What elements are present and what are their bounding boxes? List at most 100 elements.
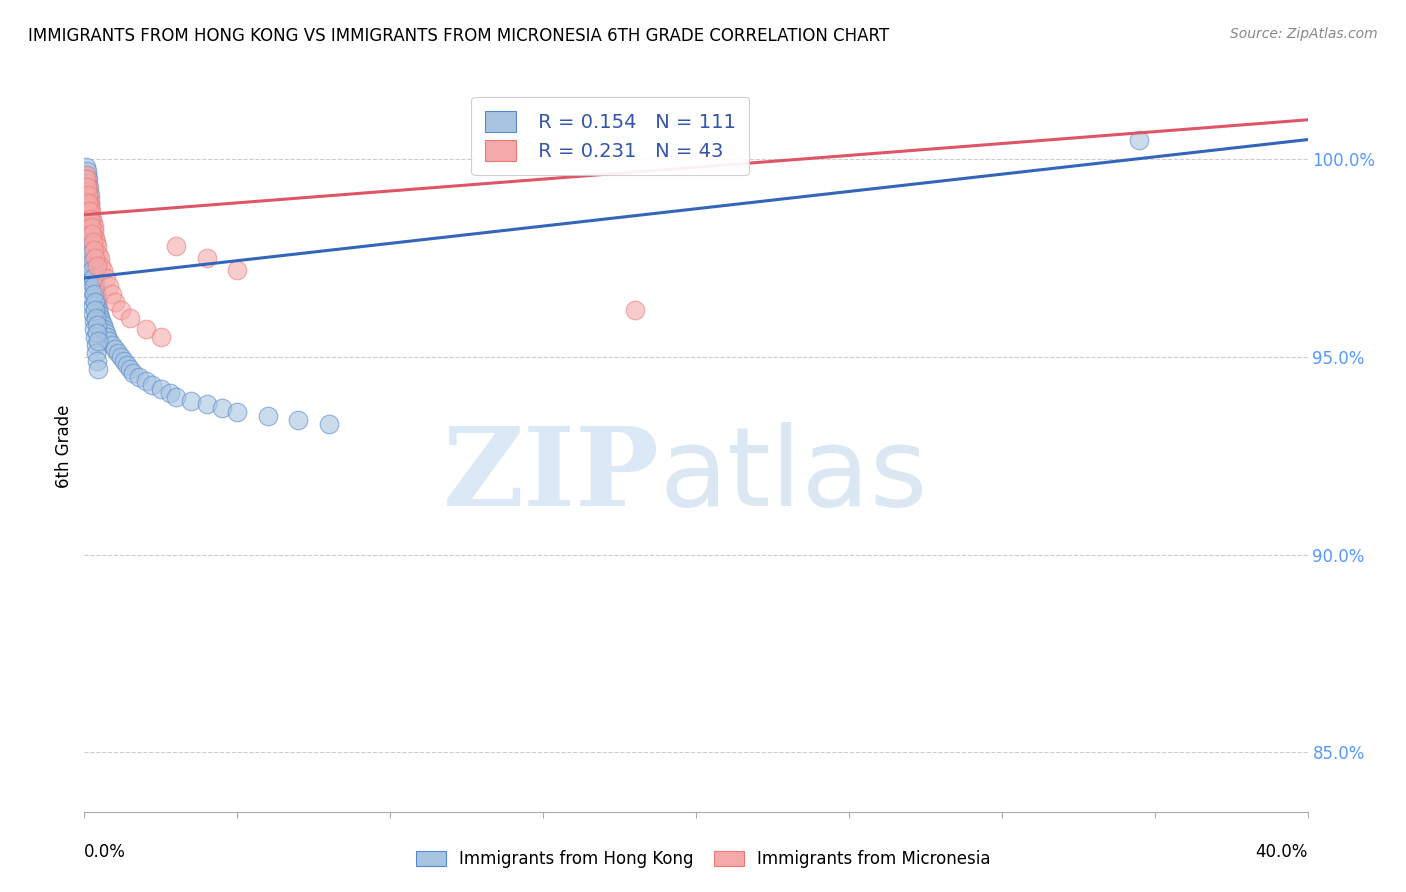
Point	[135, 374, 157, 388]
Point	[83, 275, 105, 289]
Point	[77, 184, 100, 198]
Point	[75, 161, 97, 175]
Point	[83, 259, 105, 273]
Point	[96, 330, 118, 344]
Point	[104, 294, 127, 309]
Point	[226, 405, 249, 419]
Point	[77, 208, 100, 222]
Point	[82, 251, 104, 265]
Point	[77, 192, 100, 206]
Point	[91, 318, 114, 333]
Point	[80, 235, 103, 250]
Point	[115, 358, 138, 372]
Point	[77, 188, 100, 202]
Point	[79, 211, 101, 226]
Point	[97, 278, 120, 293]
Point	[79, 211, 101, 226]
Point	[84, 251, 107, 265]
Point	[1128, 132, 1150, 146]
Point	[80, 211, 103, 226]
Point	[83, 267, 105, 281]
Point	[83, 322, 105, 336]
Point	[80, 255, 103, 269]
Point	[76, 180, 98, 194]
Point	[76, 188, 98, 202]
Point	[84, 291, 107, 305]
Point	[83, 294, 105, 309]
Point	[83, 263, 105, 277]
Point	[84, 330, 107, 344]
Point	[112, 354, 135, 368]
Point	[149, 330, 172, 344]
Point	[82, 244, 104, 258]
Point	[77, 223, 100, 237]
Point	[80, 283, 103, 297]
Point	[79, 208, 101, 222]
Point	[93, 322, 115, 336]
Point	[87, 307, 110, 321]
Point	[101, 286, 124, 301]
Point	[97, 334, 120, 349]
Point	[83, 314, 105, 328]
Point	[79, 259, 101, 273]
Point	[76, 180, 98, 194]
Point	[80, 203, 103, 218]
Point	[80, 219, 103, 234]
Point	[82, 247, 104, 261]
Point	[318, 417, 340, 432]
Point	[79, 195, 101, 210]
Point	[80, 231, 103, 245]
Point	[149, 382, 172, 396]
Point	[86, 299, 108, 313]
Point	[76, 192, 98, 206]
Point	[76, 219, 98, 234]
Point	[79, 188, 101, 202]
Point	[76, 176, 98, 190]
Point	[84, 302, 107, 317]
Point	[82, 271, 104, 285]
Point	[80, 247, 103, 261]
Legend: Immigrants from Hong Kong, Immigrants from Micronesia: Immigrants from Hong Kong, Immigrants fr…	[409, 844, 997, 875]
Point	[76, 168, 98, 182]
Point	[77, 192, 100, 206]
Point	[79, 231, 101, 245]
Point	[86, 259, 108, 273]
Point	[76, 235, 98, 250]
Point	[84, 235, 107, 250]
Point	[79, 219, 101, 234]
Point	[128, 369, 150, 384]
Point	[79, 200, 101, 214]
Point	[77, 195, 100, 210]
Point	[84, 286, 107, 301]
Y-axis label: 6th Grade: 6th Grade	[55, 404, 73, 488]
Point	[75, 168, 97, 182]
Text: atlas: atlas	[659, 422, 928, 529]
Point	[165, 390, 187, 404]
Point	[226, 263, 249, 277]
Point	[84, 310, 107, 325]
Legend:  R = 0.154   N = 111,  R = 0.231   N = 43: R = 0.154 N = 111, R = 0.231 N = 43	[471, 97, 749, 175]
Point	[91, 263, 114, 277]
Point	[180, 393, 202, 408]
Point	[82, 216, 104, 230]
Point	[77, 203, 100, 218]
Point	[79, 216, 101, 230]
Point	[195, 251, 218, 265]
Point	[122, 366, 145, 380]
Point	[80, 227, 103, 242]
Point	[86, 294, 108, 309]
Point	[75, 211, 97, 226]
Point	[86, 326, 108, 341]
Point	[82, 307, 104, 321]
Point	[84, 278, 107, 293]
Point	[195, 397, 218, 411]
Point	[135, 322, 157, 336]
Text: 40.0%: 40.0%	[1256, 843, 1308, 862]
Point	[87, 334, 110, 349]
Point	[82, 299, 104, 313]
Point	[77, 172, 100, 186]
Point	[80, 291, 103, 305]
Point	[82, 235, 104, 250]
Point	[76, 184, 98, 198]
Point	[87, 247, 110, 261]
